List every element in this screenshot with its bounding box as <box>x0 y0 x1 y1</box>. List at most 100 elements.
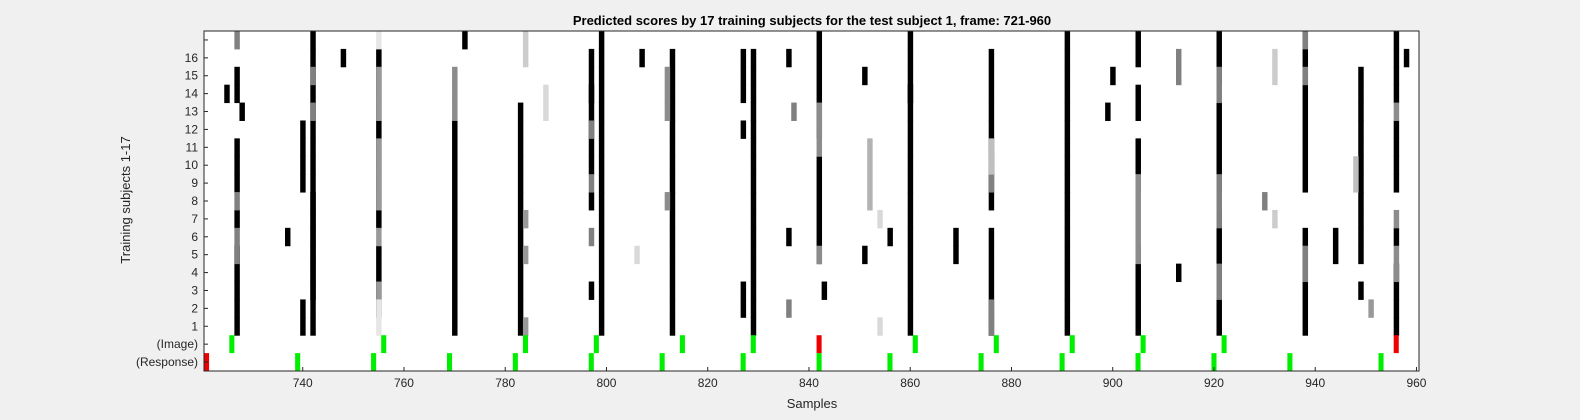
score-cell <box>1064 156 1071 175</box>
score-cell <box>300 138 306 157</box>
score-cell <box>588 48 595 68</box>
score-cell <box>1302 263 1309 283</box>
score-cell <box>517 227 524 247</box>
score-cell <box>1393 102 1400 121</box>
score-cell <box>452 299 458 318</box>
y-tick-label: 2 <box>191 301 198 315</box>
image-marker <box>229 335 235 354</box>
score-cell <box>862 66 868 86</box>
score-cell <box>1368 299 1374 318</box>
score-cell <box>310 120 316 139</box>
score-cell <box>907 156 914 175</box>
score-cell <box>234 245 240 265</box>
score-cell <box>1302 120 1309 139</box>
score-cell <box>376 192 382 211</box>
score-cell <box>988 138 995 157</box>
score-cell <box>598 299 605 318</box>
score-cell <box>598 317 605 336</box>
y-tick-label: 6 <box>191 230 198 244</box>
score-cell <box>1272 209 1278 229</box>
score-cell <box>821 281 828 300</box>
y-tick-label: 9 <box>191 176 198 190</box>
score-cell <box>1135 84 1141 104</box>
score-cell <box>517 209 524 229</box>
score-cell <box>988 156 995 175</box>
score-cell <box>300 156 306 175</box>
score-cell <box>376 317 382 336</box>
score-cell <box>1216 84 1222 104</box>
score-cell <box>598 138 605 157</box>
score-cell <box>953 227 959 247</box>
x-tick-label: 880 <box>1001 376 1021 390</box>
score-cell <box>543 84 549 104</box>
score-cell <box>816 120 823 139</box>
score-cell <box>816 209 823 229</box>
score-cell <box>1064 66 1071 86</box>
score-cell <box>867 192 873 211</box>
score-cell <box>1216 245 1222 265</box>
score-cell <box>234 84 240 104</box>
score-cell <box>750 192 757 211</box>
score-cell <box>816 174 823 193</box>
score-cell <box>750 138 757 157</box>
score-cell <box>310 156 316 175</box>
score-cell <box>907 299 914 318</box>
response-marker <box>1135 353 1141 371</box>
score-cell <box>1302 102 1309 121</box>
score-cell <box>598 192 605 211</box>
image-marker <box>381 335 387 354</box>
score-cell <box>310 317 316 336</box>
score-cell <box>598 156 605 175</box>
score-cell <box>1393 263 1400 283</box>
image-marker <box>750 335 756 354</box>
score-cell <box>1216 192 1222 211</box>
score-cell <box>664 84 671 104</box>
score-cell <box>988 84 995 104</box>
score-cell <box>907 245 914 265</box>
score-cell <box>1216 156 1222 175</box>
score-cell <box>907 66 914 86</box>
score-cell <box>1064 84 1071 104</box>
score-cell <box>1064 120 1071 139</box>
score-cell <box>452 120 458 139</box>
score-cell <box>669 263 676 283</box>
score-cell <box>452 281 458 300</box>
score-cell <box>988 317 995 336</box>
score-cell <box>598 31 605 50</box>
score-cell <box>598 66 605 86</box>
score-cell <box>907 209 914 229</box>
score-cell <box>588 102 595 121</box>
score-cell <box>234 263 240 283</box>
score-cell <box>300 299 306 318</box>
score-cell <box>740 48 747 68</box>
score-cell <box>1358 209 1364 229</box>
score-cell <box>598 48 605 68</box>
score-cell <box>1302 84 1309 104</box>
score-cell <box>452 245 458 265</box>
marker-cells <box>204 335 1399 371</box>
score-cell <box>376 84 382 104</box>
image-marker <box>993 335 999 354</box>
score-cell <box>1135 227 1141 247</box>
score-cell <box>669 102 676 121</box>
score-cell <box>588 66 595 86</box>
score-cell <box>1393 281 1400 300</box>
score-cell <box>452 209 458 229</box>
score-cell <box>1135 192 1141 211</box>
score-cell <box>988 66 995 86</box>
score-cell <box>1064 174 1071 193</box>
score-cell <box>522 48 529 68</box>
y-tick-label: 5 <box>191 248 198 262</box>
score-cell <box>517 120 524 139</box>
score-cell <box>988 120 995 139</box>
score-cell <box>664 192 671 211</box>
score-cell <box>1216 174 1222 193</box>
score-cell <box>522 209 529 229</box>
response-marker <box>447 353 453 371</box>
score-cell <box>750 263 757 283</box>
score-cell <box>376 209 382 229</box>
score-cell <box>310 174 316 193</box>
score-cell <box>988 263 995 283</box>
x-tick-label: 760 <box>394 376 414 390</box>
